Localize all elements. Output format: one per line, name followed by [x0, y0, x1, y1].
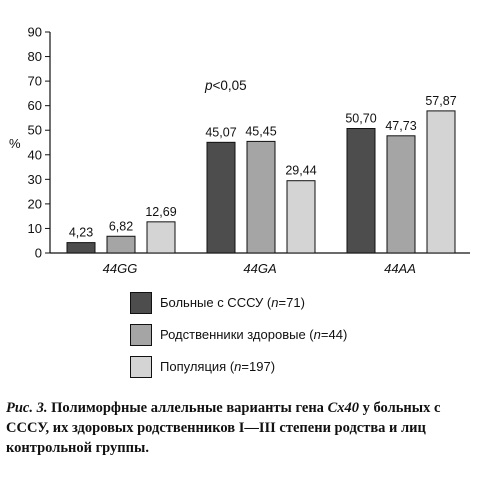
- bar: [106, 235, 136, 254]
- y-axis-label: %: [9, 136, 21, 151]
- bar-chart: 0 10 20 30 40 50 60 70 80 90% 4,23 6,82 12,69 44GG 45,…: [9, 25, 470, 276]
- legend-label-relatives: Родственники здоровые (n=44): [160, 327, 348, 342]
- caption-text-1: Полиморфные аллельные варианты гена: [47, 400, 328, 416]
- legend-label-patients: Больные с СССУ (n=71): [160, 295, 305, 310]
- figure-number: Рис. 3.: [6, 400, 48, 416]
- bar-value-label: 12,69: [145, 205, 176, 219]
- bar: [346, 128, 376, 254]
- bar: [426, 110, 456, 254]
- bar: [66, 242, 96, 254]
- bar-value-label: 4,23: [69, 226, 93, 240]
- bar-value-label: 29,44: [285, 164, 316, 178]
- bar-value-label: 45,45: [245, 124, 276, 138]
- y-tick-label: 30: [28, 172, 42, 187]
- y-tick-label: 70: [28, 74, 42, 89]
- figure-caption: Рис. 3. Полиморфные аллельные варианты г…: [6, 398, 476, 458]
- y-tick-label: 60: [28, 98, 42, 113]
- y-tick-label: 0: [35, 246, 42, 261]
- bar: [286, 180, 316, 254]
- bar: [146, 221, 176, 254]
- bar-value-label: 45,07: [205, 125, 236, 139]
- legend-swatch-patients: [130, 292, 152, 314]
- x-category-label: 44GA: [243, 261, 276, 276]
- significance-annotation: p<0,05: [204, 78, 247, 93]
- legend-swatch-relatives: [130, 324, 152, 346]
- y-tick-label: 40: [28, 147, 42, 162]
- bar-value-label: 6,82: [109, 219, 133, 233]
- legend-swatch-population: [130, 356, 152, 378]
- y-tick-label: 90: [28, 25, 42, 40]
- bar: [246, 140, 276, 254]
- caption-text-2: у больных с СССУ, их здоровых родственни…: [6, 400, 441, 456]
- bar: [386, 135, 416, 254]
- y-tick-label: 50: [28, 123, 42, 138]
- y-tick-label: 80: [28, 49, 42, 64]
- y-tick-label: 10: [28, 221, 42, 236]
- bar-value-label: 50,70: [345, 112, 376, 126]
- x-category-label: 44AA: [384, 261, 416, 276]
- y-tick-label: 20: [28, 196, 42, 211]
- bar-value-label: 47,73: [385, 119, 416, 133]
- gene-name: Cx40: [327, 400, 359, 416]
- bar: [206, 141, 236, 254]
- x-category-label: 44GG: [103, 261, 138, 276]
- legend-label-population: Популяция (n=197): [160, 359, 276, 374]
- bar-value-label: 57,87: [425, 94, 456, 108]
